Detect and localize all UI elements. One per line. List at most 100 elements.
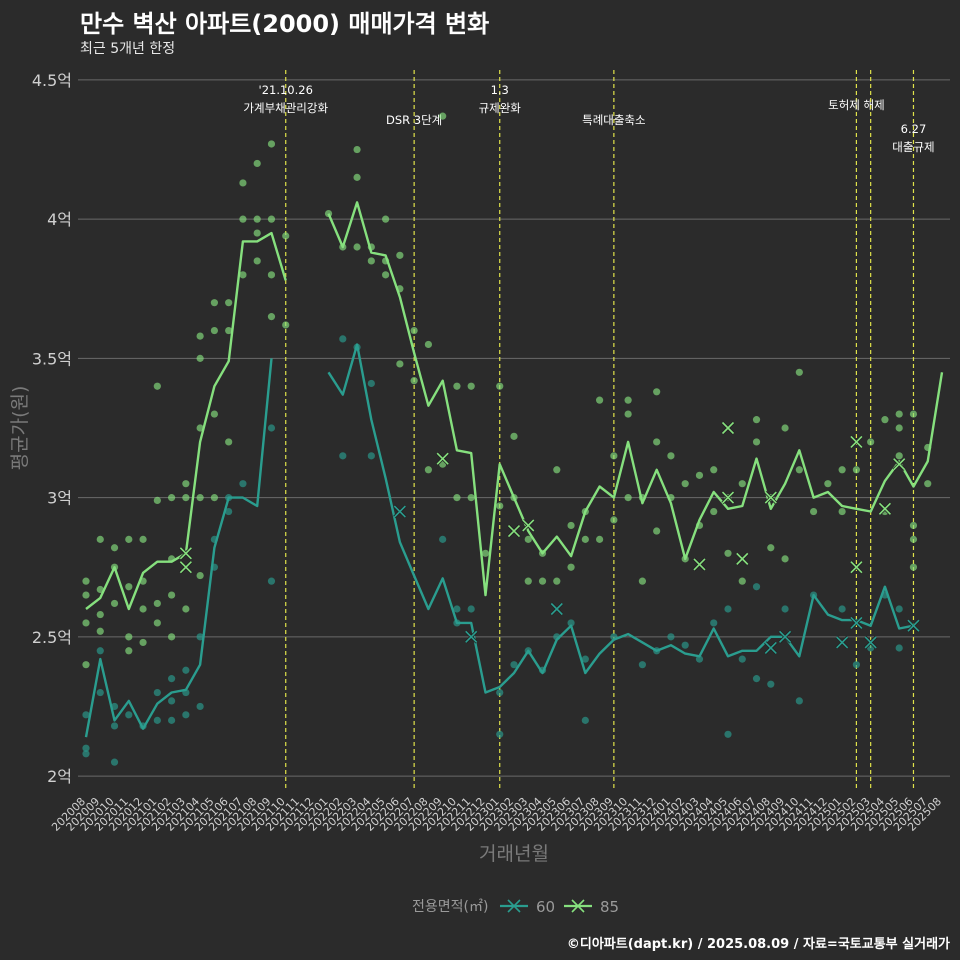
transaction-point-85 bbox=[253, 229, 261, 237]
transaction-point-85 bbox=[410, 326, 418, 335]
cancelled-mark-60 bbox=[465, 630, 478, 643]
transaction-point-85 bbox=[282, 232, 290, 240]
transaction-point-85 bbox=[96, 535, 104, 543]
transaction-point-85 bbox=[710, 466, 718, 474]
transaction-point-85 bbox=[681, 480, 689, 488]
transaction-point-85 bbox=[253, 215, 261, 223]
transaction-point-85 bbox=[239, 179, 247, 187]
transaction-point-60 bbox=[638, 661, 647, 669]
transaction-point-60 bbox=[510, 661, 518, 669]
transaction-point-85 bbox=[210, 326, 218, 335]
transaction-point-85 bbox=[795, 368, 803, 376]
cancelled-mark-85 bbox=[721, 491, 735, 504]
transaction-point-85 bbox=[253, 159, 261, 168]
transaction-point-85 bbox=[795, 466, 803, 474]
transaction-point-85 bbox=[225, 326, 233, 335]
transaction-point-85 bbox=[538, 577, 547, 585]
transaction-point-85 bbox=[239, 271, 247, 279]
transaction-point-85 bbox=[353, 243, 361, 251]
cancelled-mark-85 bbox=[850, 435, 863, 448]
transaction-point-85 bbox=[125, 535, 133, 543]
transaction-point-60 bbox=[367, 379, 375, 388]
cancelled-mark-85 bbox=[721, 421, 735, 435]
transaction-point-85 bbox=[225, 438, 233, 446]
transaction-point-60 bbox=[267, 424, 276, 432]
transaction-point-85 bbox=[153, 496, 161, 504]
transaction-point-60 bbox=[153, 716, 161, 724]
transaction-point-85 bbox=[125, 633, 133, 641]
transaction-point-85 bbox=[624, 396, 632, 404]
transaction-point-85 bbox=[110, 599, 119, 608]
transaction-point-60 bbox=[467, 605, 475, 613]
transaction-point-85 bbox=[924, 480, 932, 488]
transaction-point-85 bbox=[467, 494, 475, 502]
transaction-point-60 bbox=[581, 655, 589, 663]
cancelled-mark-60 bbox=[907, 619, 920, 632]
transaction-point-85 bbox=[467, 382, 475, 390]
transaction-point-60 bbox=[153, 688, 161, 697]
y-tick-label: 4억 bbox=[47, 210, 72, 229]
transaction-point-60 bbox=[738, 655, 746, 663]
transaction-point-85 bbox=[396, 251, 404, 259]
transaction-point-60 bbox=[681, 641, 689, 649]
transaction-point-85 bbox=[852, 466, 861, 474]
transaction-point-60 bbox=[710, 619, 718, 627]
event-annotation: 대출규제 bbox=[892, 140, 934, 154]
transaction-point-60 bbox=[82, 744, 90, 752]
transaction-point-85 bbox=[481, 549, 490, 557]
transaction-point-60 bbox=[110, 758, 119, 766]
transaction-point-85 bbox=[367, 257, 375, 265]
transaction-point-85 bbox=[724, 549, 732, 557]
transaction-point-85 bbox=[168, 591, 176, 599]
transaction-point-85 bbox=[752, 416, 761, 424]
y-tick-label: 3억 bbox=[47, 489, 72, 508]
transaction-point-85 bbox=[738, 577, 746, 585]
transaction-point-60 bbox=[125, 711, 133, 719]
transaction-point-60 bbox=[752, 675, 761, 683]
transaction-point-85 bbox=[752, 438, 761, 446]
transaction-point-85 bbox=[196, 354, 204, 362]
cancelled-mark-85 bbox=[522, 519, 535, 532]
transaction-point-60 bbox=[239, 480, 247, 488]
transaction-point-85 bbox=[96, 627, 104, 635]
y-axis-title: 평균가(원) bbox=[9, 386, 31, 471]
chart-subtitle: 최근 5개년 한정 bbox=[80, 41, 176, 57]
transaction-point-85 bbox=[253, 257, 261, 265]
transaction-point-60 bbox=[367, 452, 375, 460]
cancelled-mark-85 bbox=[436, 452, 449, 465]
transaction-point-60 bbox=[496, 688, 504, 697]
transaction-point-85 bbox=[909, 563, 918, 571]
transaction-point-85 bbox=[210, 299, 218, 307]
transaction-point-85 bbox=[653, 438, 661, 446]
transaction-point-60 bbox=[895, 644, 903, 652]
transaction-point-85 bbox=[781, 555, 789, 563]
transaction-point-85 bbox=[610, 452, 618, 460]
transaction-point-85 bbox=[182, 605, 190, 613]
transaction-point-85 bbox=[838, 507, 846, 516]
transaction-point-85 bbox=[567, 563, 575, 571]
transaction-point-85 bbox=[610, 516, 618, 524]
source-footer: ©디아파트(dapt.kr) / 2025.08.09 / 자료=국토교통부 실… bbox=[566, 937, 950, 952]
transaction-point-85 bbox=[596, 535, 604, 543]
transaction-point-85 bbox=[838, 466, 846, 474]
transaction-point-85 bbox=[182, 480, 190, 488]
cancelled-mark-85 bbox=[736, 552, 749, 565]
transaction-point-85 bbox=[867, 438, 875, 446]
y-tick-label: 2.5억 bbox=[32, 628, 72, 647]
transaction-point-85 bbox=[781, 424, 789, 432]
y-tick-label: 4.5억 bbox=[32, 71, 72, 90]
transaction-point-85 bbox=[168, 633, 176, 641]
transaction-point-60 bbox=[852, 661, 861, 669]
transaction-point-85 bbox=[909, 521, 918, 530]
transaction-point-85 bbox=[581, 535, 589, 543]
transaction-point-85 bbox=[895, 452, 903, 460]
cancelled-mark-60 bbox=[393, 505, 406, 518]
legend-title: 전용면적(㎡) bbox=[412, 899, 488, 915]
transaction-point-85 bbox=[353, 145, 361, 154]
transaction-point-60 bbox=[110, 722, 119, 730]
transaction-point-85 bbox=[267, 215, 276, 223]
transaction-point-60 bbox=[724, 730, 732, 738]
transaction-point-85 bbox=[382, 271, 390, 279]
transaction-point-85 bbox=[767, 544, 775, 552]
transaction-point-85 bbox=[139, 605, 147, 613]
